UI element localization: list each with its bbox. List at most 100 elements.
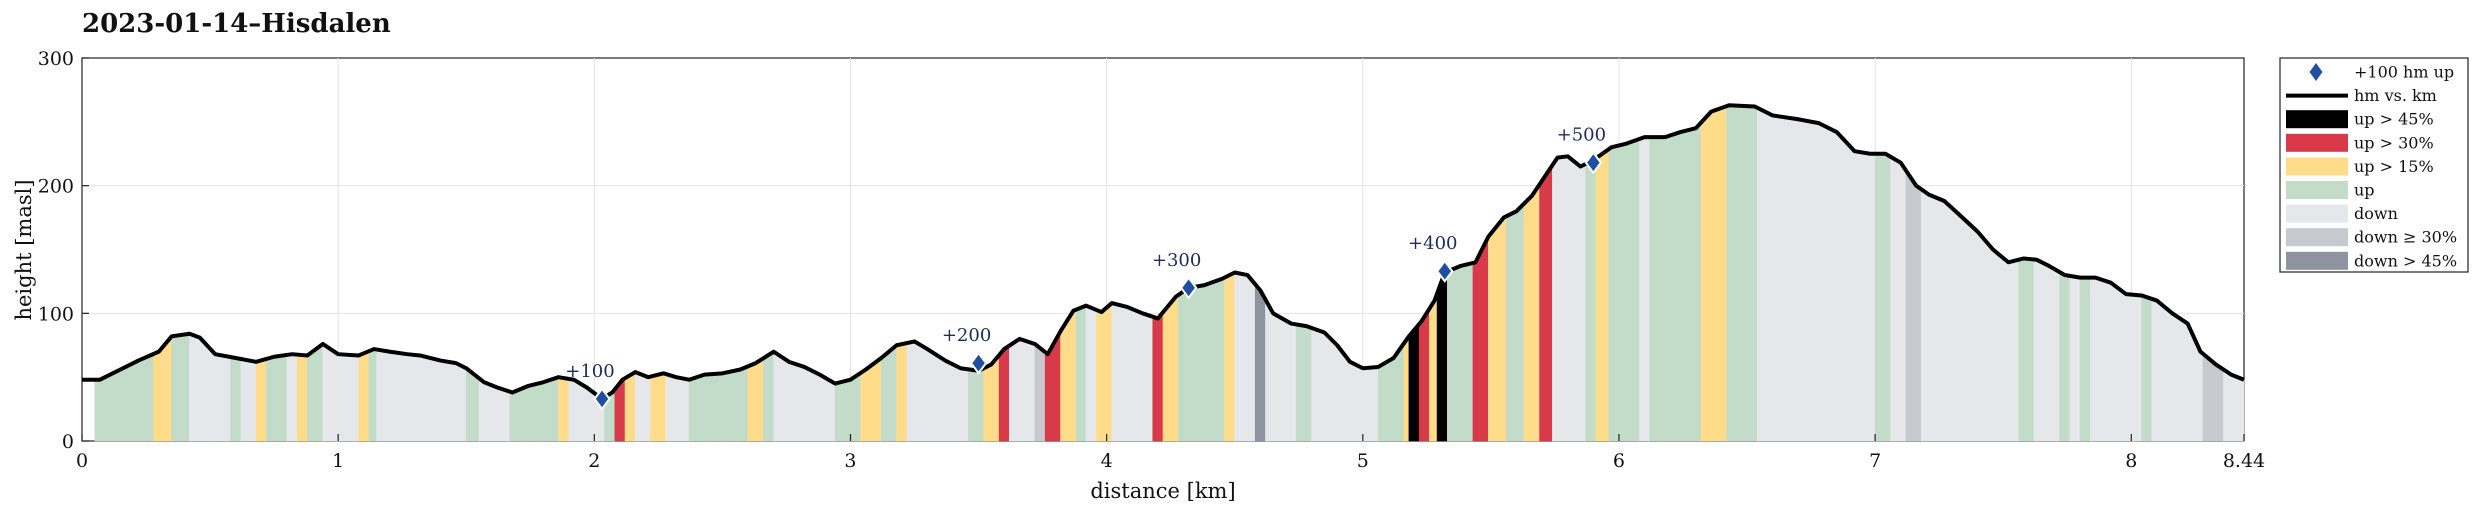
stripe-up30 bbox=[1418, 307, 1430, 442]
y-tick-label: 300 bbox=[38, 48, 74, 70]
stripe-up bbox=[763, 351, 774, 442]
x-tick-label: 5 bbox=[1357, 450, 1369, 472]
stripe-up bbox=[1178, 277, 1225, 442]
stripe-up bbox=[1505, 202, 1525, 442]
x-tick-label: 7 bbox=[1869, 450, 1881, 472]
stripe-down bbox=[1552, 155, 1586, 442]
stripe-down bbox=[1890, 156, 1907, 442]
stripe-up bbox=[2018, 258, 2035, 442]
stripe-up bbox=[880, 344, 897, 442]
x-axis: 0 1 2 3 4 5 6 7 8 8.44 bbox=[76, 434, 2265, 472]
x-tick-label: 2 bbox=[588, 450, 600, 472]
marker-label: +300 bbox=[1152, 250, 1201, 271]
marker-diamond bbox=[593, 387, 611, 411]
stripe-up bbox=[1608, 138, 1640, 442]
stripe-up bbox=[230, 356, 242, 442]
stripe-up45 bbox=[1436, 270, 1448, 442]
plot-area: +100 +200 +300 +400 +500 bbox=[81, 57, 2245, 442]
y-tick-label: 100 bbox=[38, 303, 74, 325]
stripe-up bbox=[722, 365, 749, 442]
stripe-up15 bbox=[1162, 294, 1179, 442]
marker-diamond bbox=[1584, 151, 1603, 175]
stripe-up15 bbox=[1403, 335, 1410, 442]
stripe-up30 bbox=[1152, 311, 1164, 442]
stripe-up15 bbox=[1096, 302, 1113, 442]
legend-swatch-up30 bbox=[2286, 133, 2348, 152]
stripe-up bbox=[2059, 271, 2071, 442]
stripe-down bbox=[1009, 338, 1036, 442]
x-tick-label: 3 bbox=[844, 450, 856, 472]
stripe-up15 bbox=[624, 371, 636, 442]
legend-label-down: down bbox=[2354, 204, 2398, 223]
legend-label-marker: +100 hm up bbox=[2354, 63, 2454, 82]
stripe-up bbox=[2079, 277, 2091, 442]
stripe-up bbox=[706, 373, 723, 442]
stripe-up bbox=[1075, 305, 1087, 442]
chart-title: 2023-01-14–Hisdalen bbox=[82, 9, 391, 39]
stripe-up15 bbox=[747, 357, 764, 442]
x-tick-label: 4 bbox=[1101, 450, 1113, 472]
stripe-down30 bbox=[1034, 343, 1046, 442]
x-tick-label: 6 bbox=[1613, 450, 1625, 472]
x-axis-label: distance [km] bbox=[1090, 479, 1235, 503]
stripe-up bbox=[307, 343, 324, 442]
stripe-up45 bbox=[1408, 323, 1420, 442]
stripe-up bbox=[527, 381, 544, 442]
legend-label-line: hm vs. km bbox=[2354, 86, 2437, 105]
y-tick-label: 200 bbox=[38, 176, 74, 198]
stripe-down bbox=[1639, 136, 1651, 442]
stripe-up15 bbox=[358, 350, 370, 442]
stripe-up bbox=[1649, 136, 1663, 442]
y-axis-label: height [masl] bbox=[12, 179, 36, 320]
stripe-up15 bbox=[650, 373, 667, 442]
x-tick-label: 8.44 bbox=[2223, 450, 2265, 472]
stripe-up bbox=[968, 367, 984, 442]
marker-label: +200 bbox=[942, 325, 991, 346]
stripe-up30 bbox=[998, 345, 1010, 442]
legend-label-up: up bbox=[2354, 181, 2375, 200]
stripe-up bbox=[1874, 153, 1891, 442]
stripe-up15 bbox=[1595, 148, 1610, 442]
stripe-up bbox=[1662, 121, 1702, 442]
legend-swatch-down45 bbox=[2286, 251, 2348, 270]
marker-diamond bbox=[1436, 259, 1454, 283]
legend: +100 hm up hm vs. km up > 45% up > 30% up > … bbox=[2279, 57, 2469, 273]
marker-label: +100 bbox=[565, 361, 614, 382]
stripe-down bbox=[2033, 259, 2060, 442]
stripe-up15 bbox=[558, 376, 570, 442]
stripe-down bbox=[1085, 305, 1097, 442]
x-tick-label: 0 bbox=[76, 450, 88, 472]
stripe-up30 bbox=[1472, 236, 1489, 442]
stripe-down bbox=[1234, 272, 1256, 442]
legend-label-up30: up > 30% bbox=[2354, 133, 2434, 152]
stripe-up15 bbox=[255, 358, 267, 442]
stripe-down bbox=[214, 353, 231, 442]
markers-layer: +100 +200 +300 +400 +500 bbox=[565, 125, 1606, 411]
stripe-up bbox=[171, 333, 190, 442]
stripe-up15 bbox=[1488, 215, 1507, 442]
legend-swatch-down bbox=[2286, 204, 2348, 223]
stripe-up15 bbox=[296, 354, 308, 442]
legend-swatch-up bbox=[2286, 181, 2348, 199]
stripe-up15 bbox=[1429, 293, 1438, 442]
stripe-up bbox=[266, 354, 288, 442]
stripe-down bbox=[635, 371, 651, 442]
stripe-down bbox=[2069, 275, 2081, 442]
stripe-up bbox=[1585, 157, 1597, 442]
stripe-down bbox=[1756, 107, 1876, 442]
stripe-up15 bbox=[1224, 271, 1236, 442]
stripe-up bbox=[368, 348, 377, 442]
legend-swatch-up15 bbox=[2286, 157, 2348, 176]
stripe-down bbox=[286, 353, 298, 442]
stripe-up bbox=[688, 374, 708, 442]
stripe-down30 bbox=[1905, 169, 1922, 442]
marker-label: +400 bbox=[1408, 233, 1457, 254]
legend-label-down45: down > 45% bbox=[2354, 251, 2457, 270]
stripe-up bbox=[2141, 295, 2153, 442]
stripe-up15 bbox=[1700, 105, 1727, 442]
y-axis: 0 100 200 300 bbox=[38, 48, 89, 453]
stripe-up bbox=[1295, 324, 1312, 442]
stripe-down bbox=[1111, 302, 1154, 442]
y-tick-label: 0 bbox=[62, 431, 74, 453]
